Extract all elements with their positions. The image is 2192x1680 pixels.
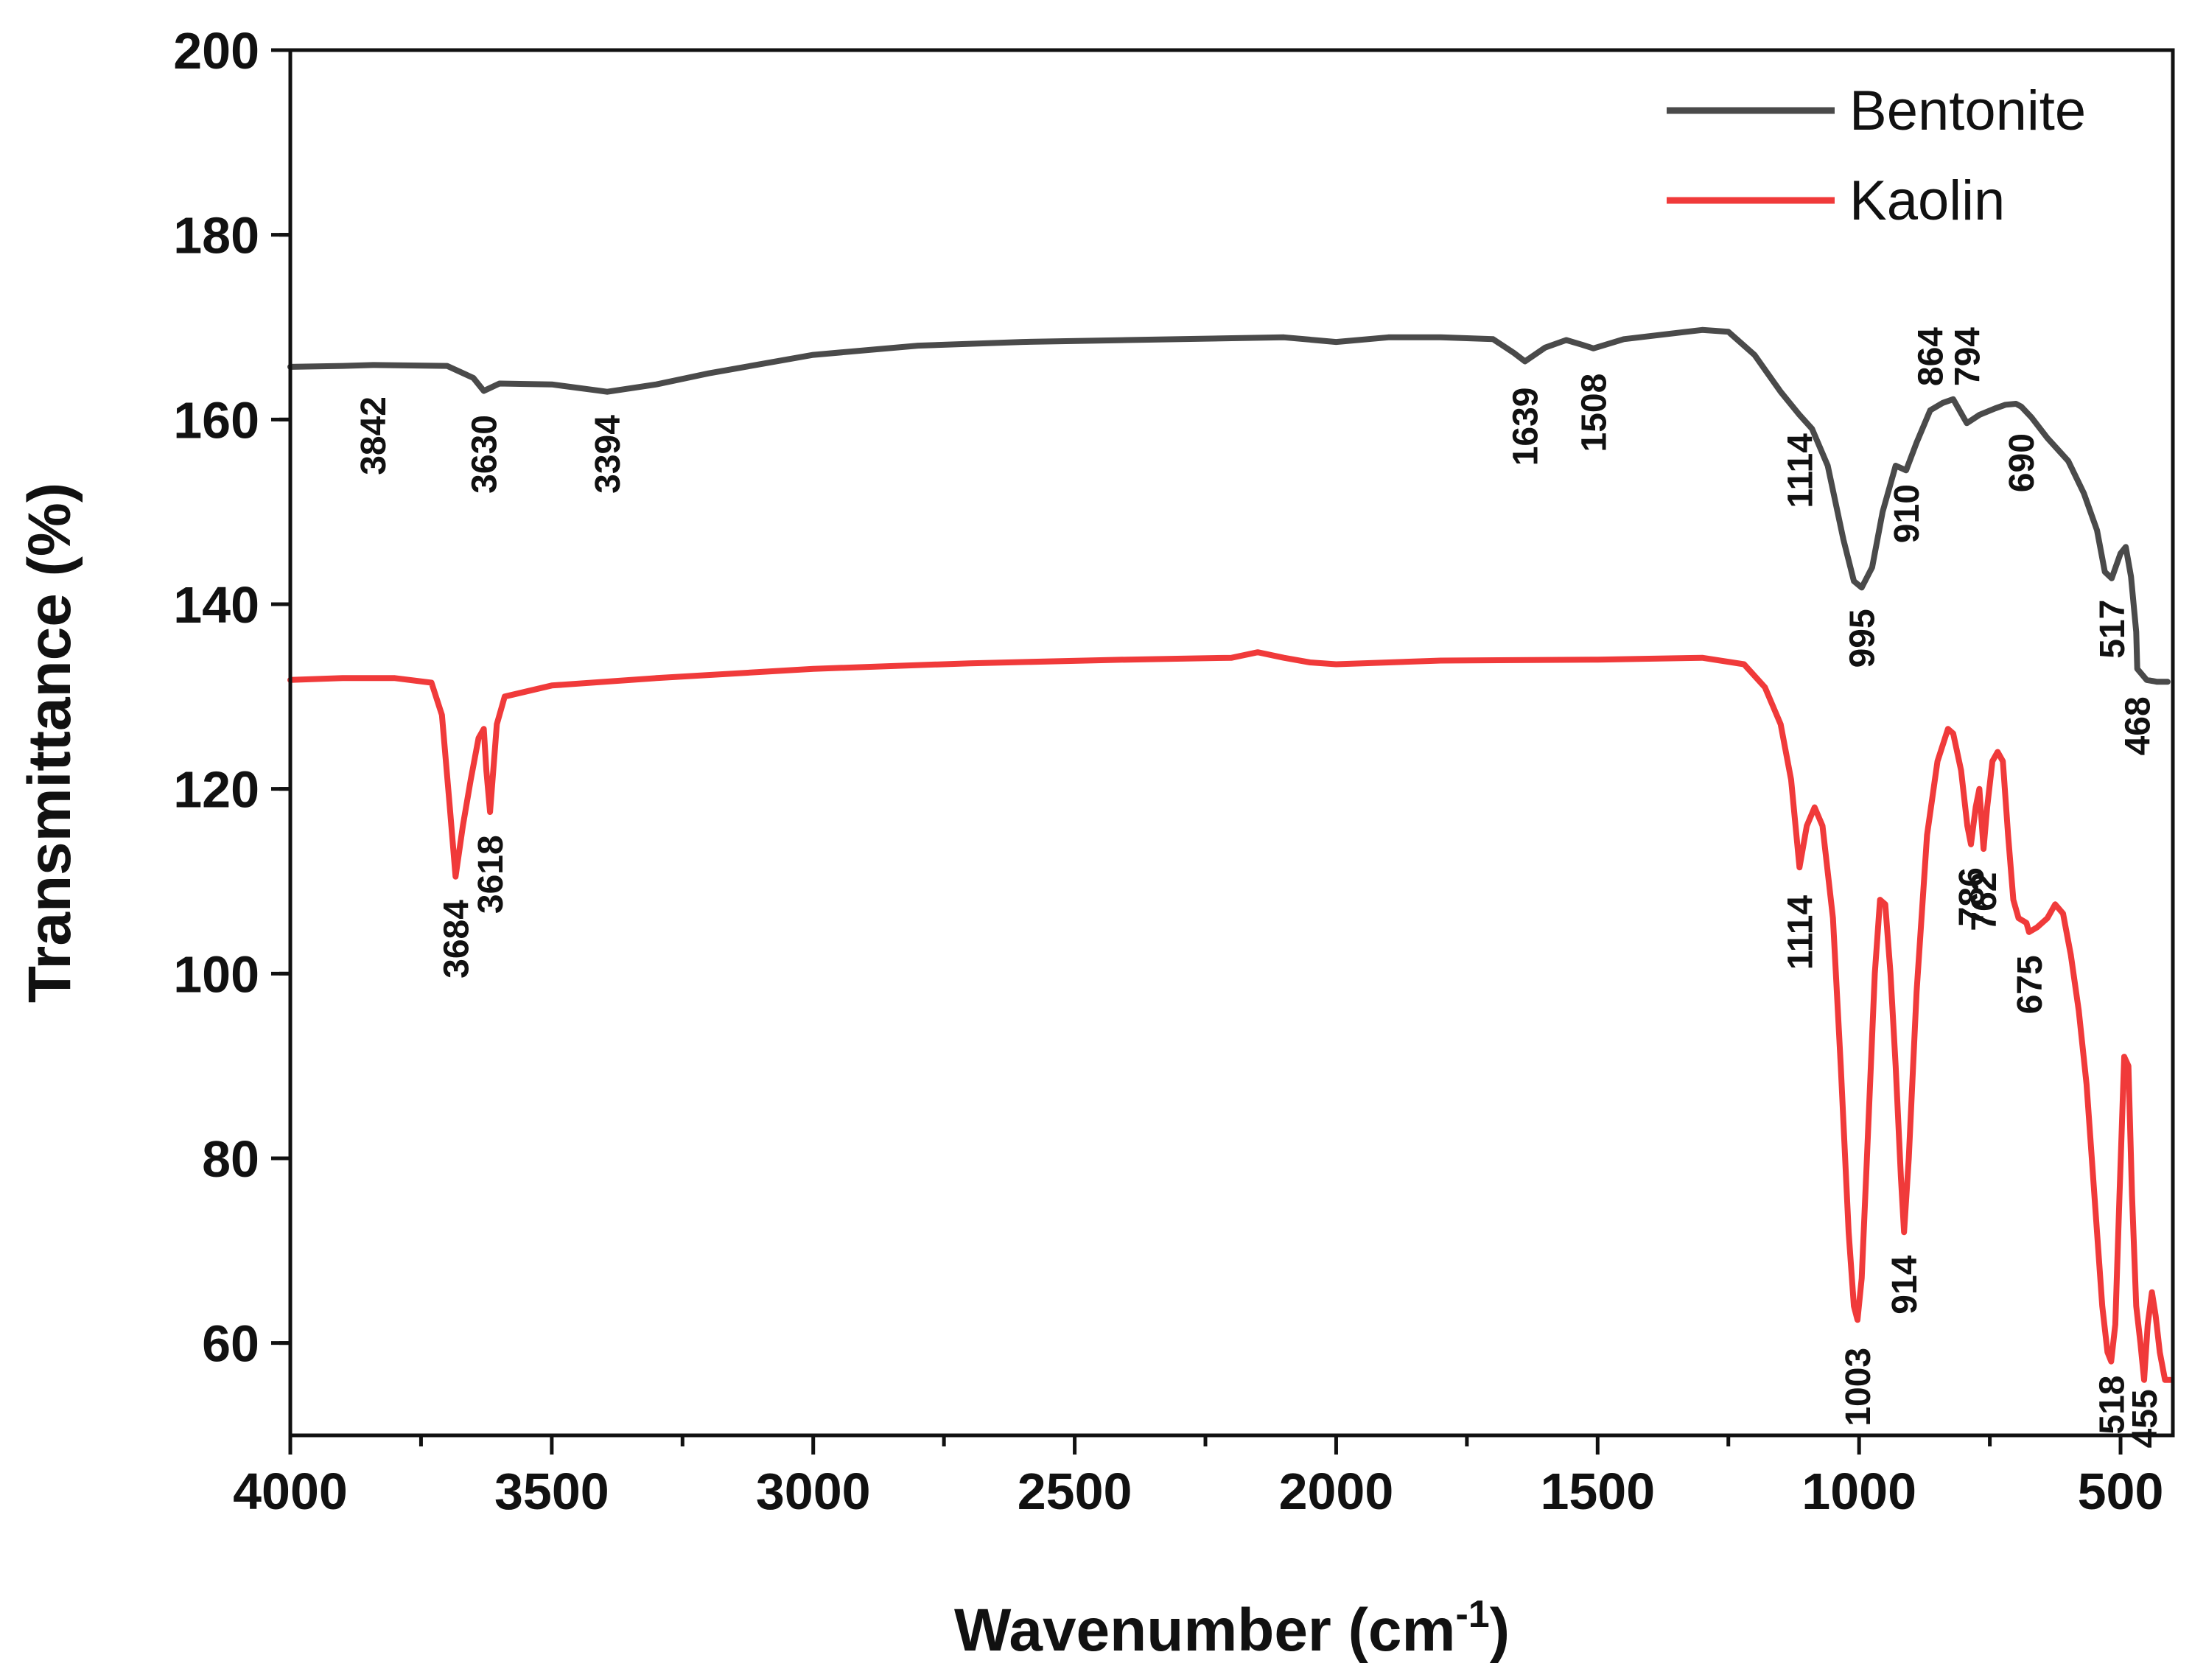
plot-frame (288, 48, 2175, 1438)
peak-label: 690 (2003, 433, 2042, 492)
peak-label: 3684 (437, 900, 476, 979)
x-tick-label: 1500 (1540, 1463, 1655, 1520)
peak-label: 995 (1843, 609, 1883, 668)
y-tick-label: 160 (173, 391, 259, 449)
series-line-kaolin (287, 649, 2174, 1383)
y-tick-label: 100 (173, 945, 259, 1003)
peak-label: 1639 (1507, 388, 1546, 466)
peak-label: 675 (2011, 955, 2050, 1014)
y-tick-label: 140 (173, 576, 259, 634)
peak-label: 762 (1965, 872, 2004, 931)
peak-label: 3394 (589, 415, 628, 494)
peak-label: 518 (2093, 1376, 2132, 1435)
x-axis-title-sup: -1 (1455, 1593, 1489, 1636)
x-tick-label: 1000 (1801, 1463, 1916, 1520)
series-line-bentonite (287, 326, 2171, 685)
x-axis-title-main: Wavenumber (cm (954, 1597, 1455, 1664)
peak-label: 455 (2126, 1389, 2165, 1448)
legend-label-kaolin: Kaolin (1849, 169, 2005, 232)
peak-label: 864 (1912, 327, 1951, 386)
peak-label: 786 (1953, 867, 1992, 926)
y-tick-label: 60 (202, 1315, 259, 1373)
peak-label: 1114 (1781, 433, 1820, 508)
peak-label: 468 (2119, 696, 2158, 755)
x-tick-label: 2500 (1018, 1463, 1132, 1520)
y-tick-label: 200 (173, 22, 259, 80)
peak-label: 3630 (466, 415, 505, 494)
peak-label: 1114 (1781, 895, 1820, 970)
peak-label: 517 (2093, 600, 2132, 659)
x-axis-title: Wavenumber (cm-1) (954, 1593, 1510, 1664)
peak-label: 794 (1948, 327, 1987, 386)
peak-label: 3618 (472, 835, 511, 914)
legend-label-bentonite: Bentonite (1849, 80, 2086, 142)
y-tick-label: 80 (202, 1130, 259, 1188)
y-tick-label: 180 (173, 207, 259, 265)
tick-labels: 4000 3500 3000 2500 2000 1500 1000 500 60 80 100 12… (173, 22, 2163, 1520)
y-axis-title: Transmittance (%) (16, 483, 83, 1003)
peak-label: 910 (1888, 484, 1927, 543)
y-tick-label: 120 (173, 761, 259, 819)
peak-label: 3842 (354, 396, 393, 475)
x-tick-label: 2000 (1279, 1463, 1394, 1520)
peak-label: 1003 (1839, 1348, 1878, 1427)
peak-label: 914 (1885, 1255, 1925, 1314)
peak-label: 1508 (1575, 374, 1614, 452)
x-axis-title-close: ) (1490, 1597, 1510, 1664)
x-tick-label: 3000 (756, 1463, 871, 1520)
x-tick-label: 3500 (494, 1463, 609, 1520)
x-tick-label: 4000 (233, 1463, 348, 1520)
x-tick-label: 500 (2078, 1463, 2164, 1520)
legend: Bentonite Kaolin (1667, 80, 2086, 232)
series-lines (287, 326, 2174, 1383)
